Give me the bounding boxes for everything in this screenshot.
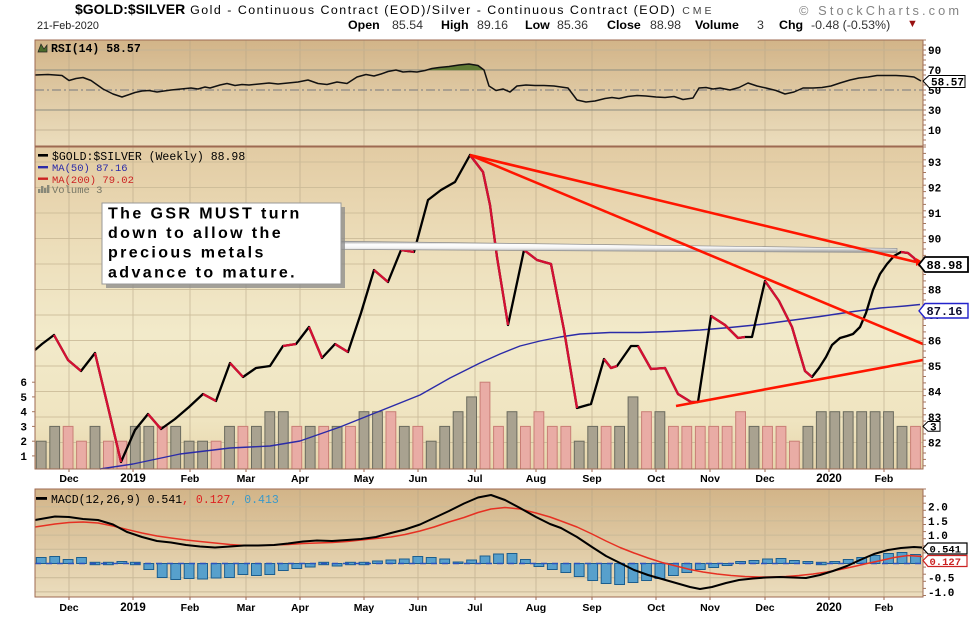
svg-text:precious metals: precious metals	[108, 245, 266, 262]
svg-text:0.541: 0.541	[930, 545, 962, 557]
svg-text:Jul: Jul	[467, 602, 482, 614]
svg-text:MACD(12,26,9) 0.541, 0.127, 0.: MACD(12,26,9) 0.541, 0.127, 0.413	[51, 494, 279, 507]
svg-text:2: 2	[20, 437, 27, 449]
svg-text:88.98: 88.98	[927, 259, 963, 273]
svg-text:88: 88	[928, 286, 942, 298]
svg-text:50: 50	[928, 86, 941, 98]
svg-text:Jun: Jun	[409, 602, 428, 614]
svg-text:5: 5	[20, 393, 27, 405]
svg-text:Aug: Aug	[526, 602, 546, 614]
svg-text:91: 91	[928, 209, 942, 221]
svg-text:Jun: Jun	[409, 473, 428, 485]
svg-text:92: 92	[928, 184, 941, 196]
svg-text:0.127: 0.127	[930, 557, 962, 569]
svg-text:Oct: Oct	[647, 473, 665, 485]
svg-text:May: May	[354, 473, 375, 485]
svg-text:The GSR MUST turn: The GSR MUST turn	[108, 206, 302, 223]
svg-text:90: 90	[928, 46, 941, 58]
svg-text:87.16: 87.16	[927, 305, 963, 319]
svg-text:Feb: Feb	[875, 602, 894, 614]
svg-text:RSI(14) 58.57: RSI(14) 58.57	[51, 43, 141, 56]
svg-text:Jul: Jul	[467, 473, 482, 485]
svg-text:1: 1	[20, 452, 27, 464]
svg-text:Sep: Sep	[582, 473, 601, 485]
svg-text:Volume 3: Volume 3	[52, 185, 102, 197]
svg-text:$GOLD:$SILVER (Weekly) 88.98: $GOLD:$SILVER (Weekly) 88.98	[52, 151, 245, 164]
svg-text:1.5: 1.5	[928, 517, 948, 529]
svg-text:84: 84	[928, 388, 942, 400]
svg-text:2019: 2019	[120, 473, 146, 485]
svg-text:3: 3	[930, 422, 937, 434]
svg-text:Dec: Dec	[59, 602, 78, 614]
svg-text:down to allow the: down to allow the	[108, 225, 283, 242]
svg-text:2019: 2019	[120, 602, 146, 614]
svg-text:advance to mature.: advance to mature.	[108, 264, 297, 281]
svg-text:Mar: Mar	[237, 473, 256, 485]
svg-text:Dec: Dec	[59, 473, 78, 485]
svg-text:3: 3	[20, 422, 27, 434]
svg-text:MA(50) 87.16: MA(50) 87.16	[52, 163, 128, 175]
svg-text:Dec: Dec	[755, 473, 774, 485]
svg-text:Apr: Apr	[291, 602, 309, 614]
svg-text:Dec: Dec	[755, 602, 774, 614]
svg-text:86: 86	[928, 337, 941, 349]
svg-text:1.0: 1.0	[928, 531, 948, 543]
svg-text:MA(200) 79.02: MA(200) 79.02	[52, 175, 134, 187]
svg-text:90: 90	[928, 235, 941, 247]
svg-text:Feb: Feb	[875, 473, 894, 485]
svg-text:2.0: 2.0	[928, 503, 948, 515]
svg-text:30: 30	[928, 106, 941, 118]
svg-text:Nov: Nov	[700, 602, 720, 614]
svg-text:6: 6	[20, 378, 27, 390]
svg-text:93: 93	[928, 158, 942, 170]
svg-text:Mar: Mar	[237, 602, 256, 614]
svg-text:-1.0: -1.0	[928, 588, 954, 600]
svg-text:Nov: Nov	[700, 473, 720, 485]
svg-text:4: 4	[20, 408, 27, 420]
svg-text:2020: 2020	[816, 602, 842, 614]
svg-text:Apr: Apr	[291, 473, 309, 485]
svg-text:Feb: Feb	[181, 602, 200, 614]
svg-text:85: 85	[928, 362, 942, 374]
svg-text:10: 10	[928, 126, 941, 138]
svg-text:58.57: 58.57	[931, 78, 964, 90]
svg-text:2020: 2020	[816, 473, 842, 485]
svg-text:Aug: Aug	[526, 473, 546, 485]
svg-text:Sep: Sep	[582, 602, 601, 614]
svg-text:82: 82	[928, 439, 941, 451]
svg-text:Feb: Feb	[181, 473, 200, 485]
svg-text:May: May	[354, 602, 375, 614]
svg-text:-0.5: -0.5	[928, 574, 955, 586]
svg-text:Oct: Oct	[647, 602, 665, 614]
